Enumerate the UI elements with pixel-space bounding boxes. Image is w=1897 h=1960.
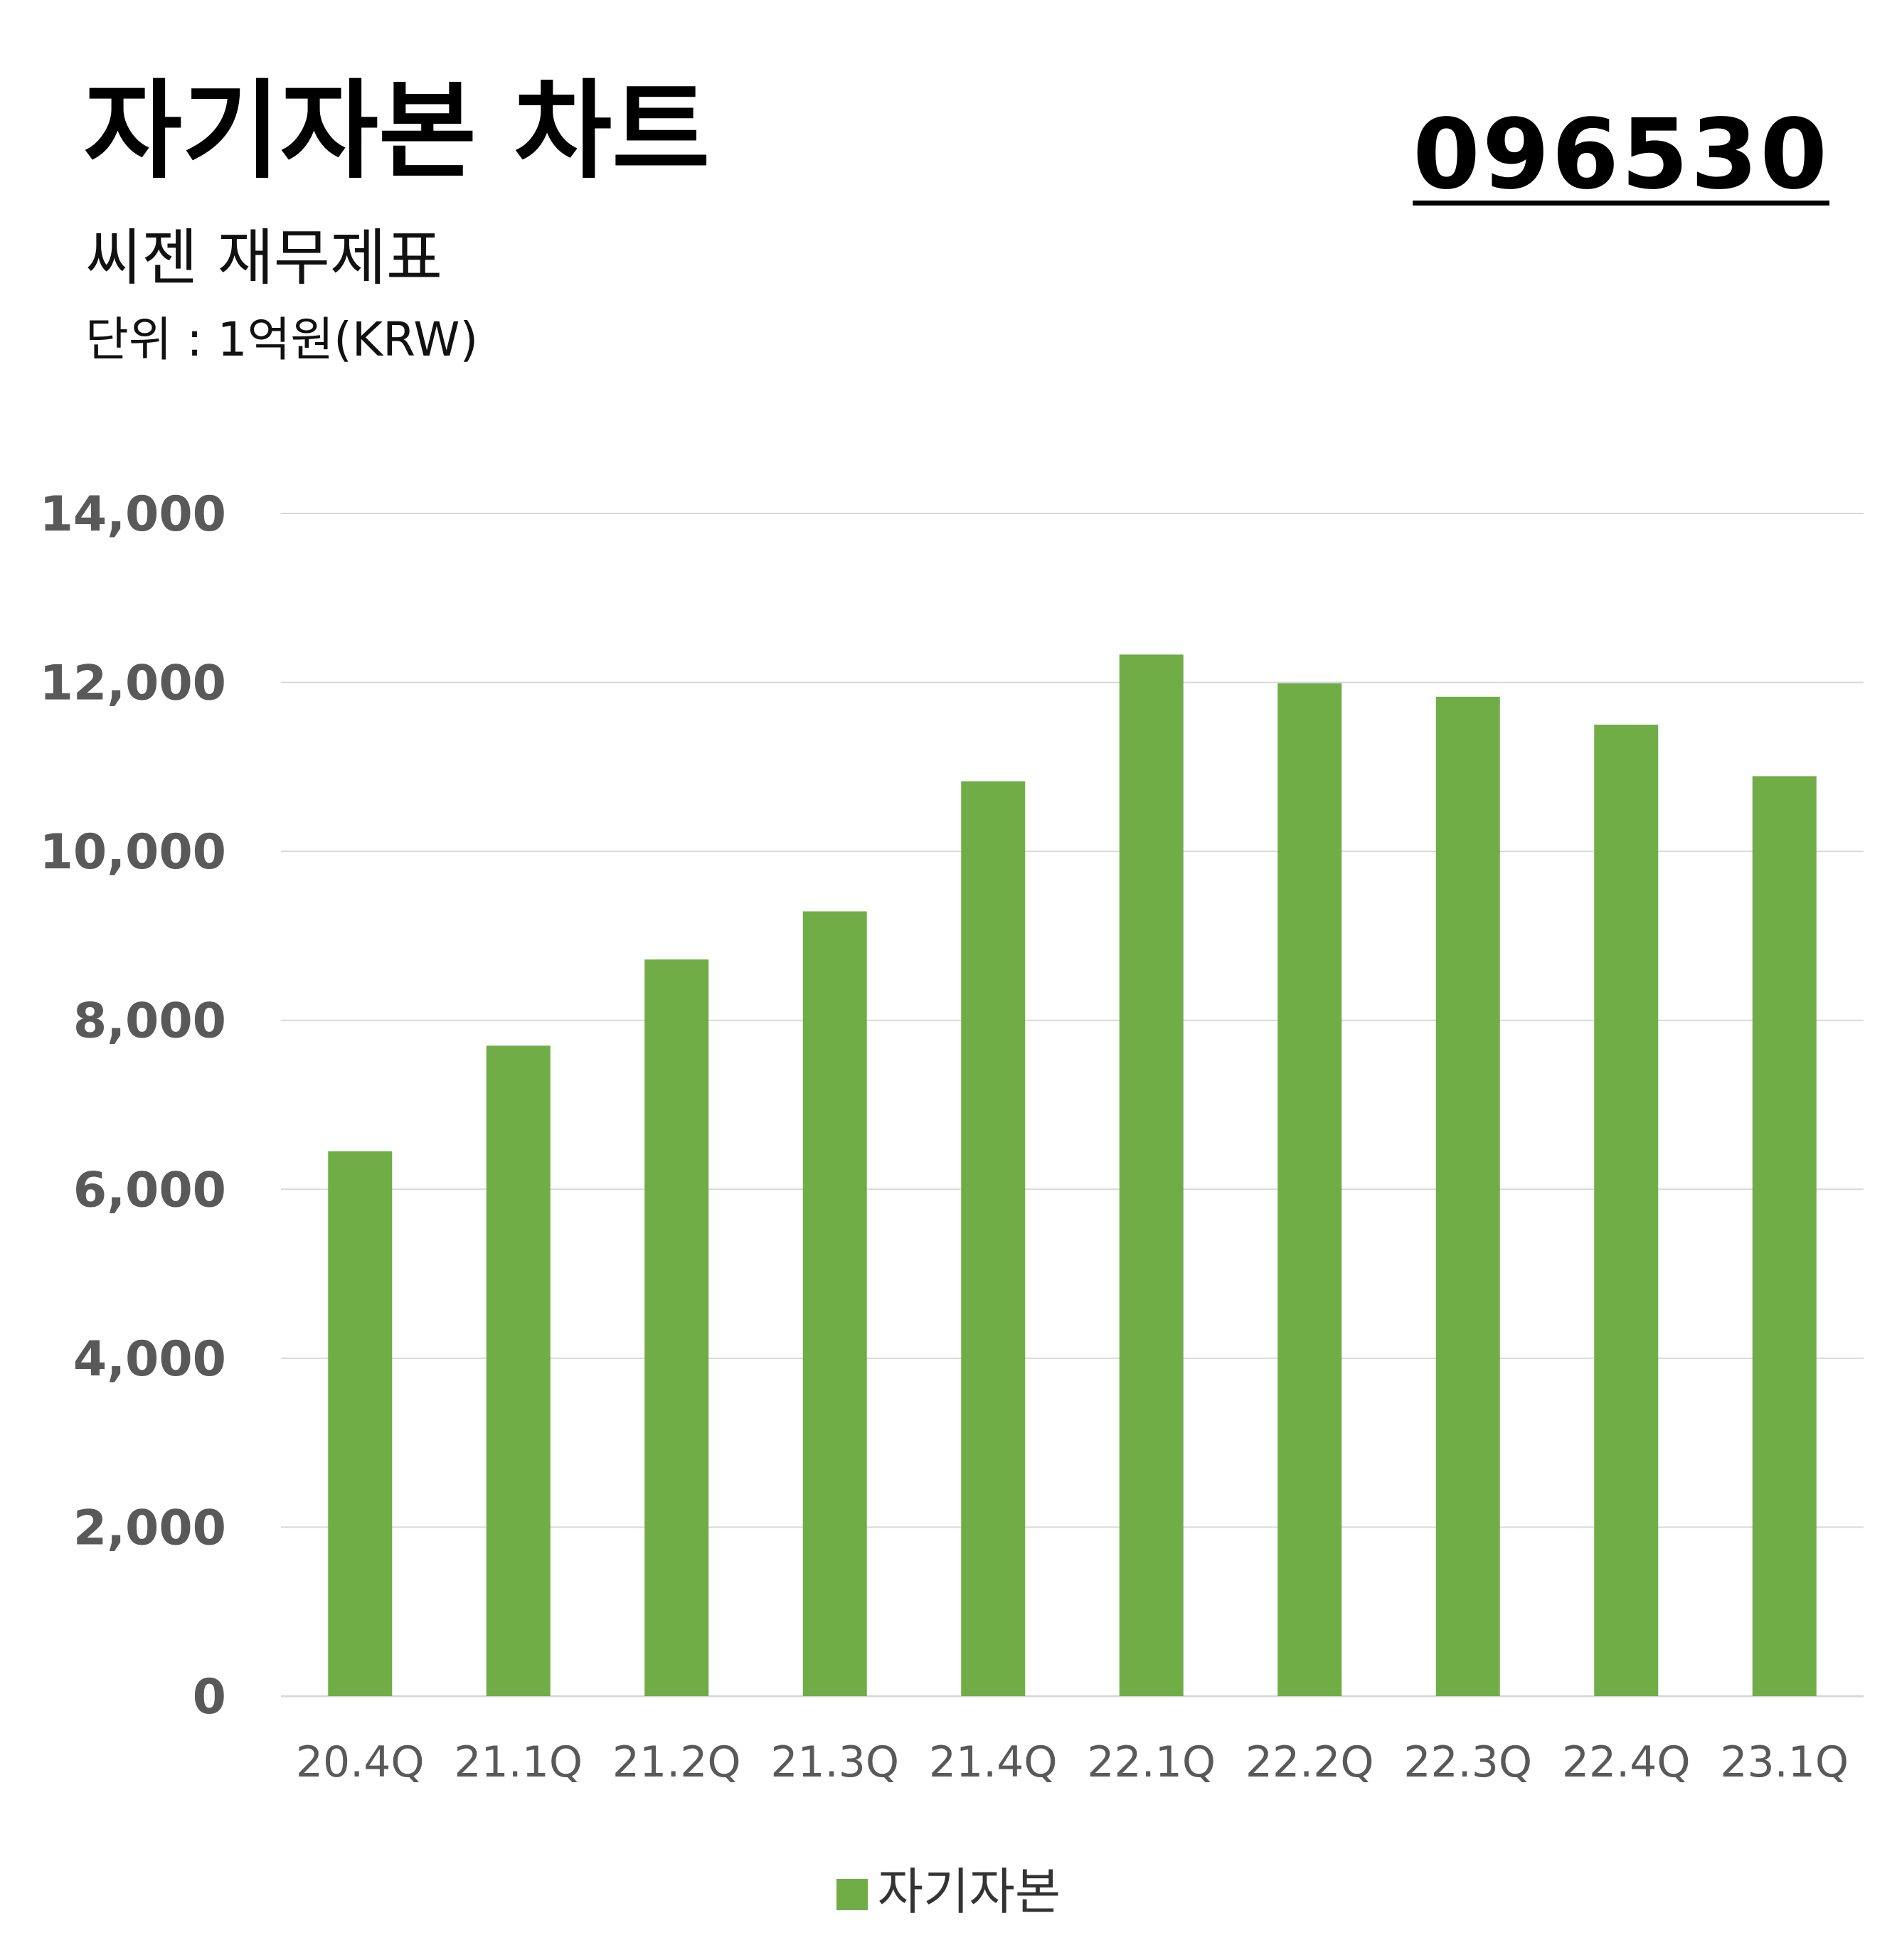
x-tick-label: 21.2Q bbox=[612, 1737, 741, 1787]
y-axis-ticks: 0 2,000 4,000 6,000 8,000 10,000 12,000 14,000 bbox=[40, 486, 226, 1725]
x-tick-label: 22.2Q bbox=[1245, 1737, 1374, 1787]
legend-swatch bbox=[836, 1879, 868, 1910]
chart-subtitle: 씨젠 재무제표 bbox=[85, 223, 443, 294]
unit-label: 단위 : 1억원(KRW) bbox=[85, 312, 479, 367]
bar bbox=[328, 1151, 393, 1696]
bar bbox=[1277, 683, 1342, 1696]
bar bbox=[1119, 654, 1184, 1697]
bar bbox=[802, 911, 867, 1696]
bar bbox=[486, 1045, 551, 1696]
bar bbox=[961, 781, 1026, 1696]
y-tick-label: 4,000 bbox=[73, 1331, 226, 1388]
y-tick-label: 14,000 bbox=[40, 486, 226, 543]
legend: 자기자본 bbox=[0, 1867, 1897, 1917]
y-tick-label: 8,000 bbox=[73, 994, 226, 1050]
y-tick-label: 2,000 bbox=[73, 1500, 226, 1556]
legend-label: 자기자본 bbox=[877, 1863, 1061, 1921]
bar bbox=[1752, 776, 1817, 1696]
x-tick-label: 21.4Q bbox=[929, 1737, 1058, 1787]
y-tick-label: 12,000 bbox=[40, 656, 226, 712]
y-tick-label: 6,000 bbox=[73, 1162, 226, 1218]
x-tick-label: 22.1Q bbox=[1087, 1737, 1216, 1787]
bar bbox=[644, 959, 709, 1696]
y-tick-label: 10,000 bbox=[40, 824, 226, 880]
x-tick-label: 21.1Q bbox=[454, 1737, 583, 1787]
x-tick-label: 20.4Q bbox=[296, 1737, 425, 1787]
stock-code: 096530 bbox=[1413, 99, 1829, 211]
x-axis-ticks: 20.4Q 21.1Q 21.2Q 21.3Q 21.4Q 22.1Q 22.2Q 22.3Q… bbox=[296, 1737, 1849, 1787]
bar bbox=[1435, 696, 1500, 1696]
x-tick-label: 21.3Q bbox=[770, 1737, 899, 1787]
x-tick-label: 22.3Q bbox=[1403, 1737, 1532, 1787]
x-tick-label: 22.4Q bbox=[1562, 1737, 1691, 1787]
y-tick-label: 0 bbox=[193, 1669, 226, 1725]
bar bbox=[1594, 724, 1659, 1696]
bars bbox=[328, 654, 1817, 1697]
x-tick-label: 23.1Q bbox=[1720, 1737, 1849, 1787]
chart-title: 자기자본 차트 bbox=[84, 70, 711, 193]
